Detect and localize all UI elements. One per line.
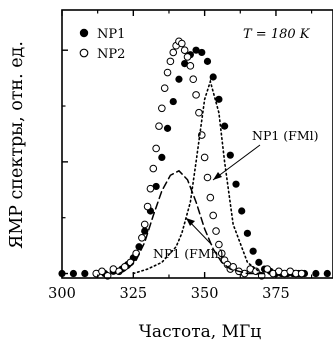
legend-np1-label: NP1 [97,27,125,42]
series-np2-point [169,48,178,57]
series-np2-point [297,269,306,278]
series-np2-point [263,265,272,273]
annotation-fml-arrow [212,144,261,181]
annotation-fml-arrowhead [213,172,222,180]
series-np1-point [141,227,149,235]
series-np2-point [152,144,160,153]
series-np1-point [192,46,200,54]
x-tick-label-325: 325 [119,286,147,302]
series-np2-point [215,240,223,249]
series-np1-point [255,258,263,266]
series-np2-point [200,153,209,162]
series-np1-point [209,73,217,81]
series-np1-point [312,269,320,278]
series-np2-point [186,62,195,70]
series-np1-point [175,75,183,83]
series-np1-point [69,269,78,278]
series-np2-point [155,122,163,130]
series-np2-point [206,193,215,202]
series-np2-point [212,227,220,235]
series-np2-point [203,173,212,182]
series-np1-point [221,122,229,130]
series-np2-point [160,84,169,92]
series-np2-point [195,108,203,117]
series-np1-fmh-curve [132,78,263,275]
series-np2-point [98,267,106,276]
series-np2-point [149,164,158,173]
series-np1-point [163,124,172,132]
series-np1-point [238,207,246,215]
legend: NP1 NP2 [79,27,125,62]
series-np1-fml-curve [118,169,269,275]
series-np2-point [180,46,189,55]
legend-np2-marker [79,48,89,58]
x-tick-label-375: 375 [262,286,290,302]
series-np2-point [209,211,217,220]
plot-frame [61,9,333,279]
series-np1-point [181,60,189,68]
series-np2-point [120,263,129,271]
series-np1-point [158,153,166,161]
series-np2-point [178,39,186,48]
series-np2-point [192,91,200,99]
series-np1-point [323,269,331,278]
temperature-label: T = 180 K [243,27,311,42]
series-np1-point [152,182,160,191]
x-axis-label: Частота, МГц [139,322,261,342]
annotation-fmh-arrowhead [186,218,195,226]
series-np1-point [169,97,177,106]
series-np1-point [203,57,212,65]
series-np1-point [232,180,240,188]
series-np2-point [146,184,155,193]
legend-np2-label: NP2 [97,47,125,62]
series-np1-point [215,95,223,103]
series-np1-point [226,151,234,159]
y-axis-label: ЯМР спектры, отн. ед. [7,41,27,249]
series-np2-point [166,57,175,66]
series-np1-point [249,247,257,255]
legend-np1-marker [79,28,89,38]
annotation-fml: NP1 (FMl) [252,128,319,143]
x-tick-label-300: 300 [48,286,76,302]
series-np1-point [243,229,252,237]
series-np2-point [229,263,237,271]
x-tick-label-350: 350 [191,286,219,302]
series-np2 [92,37,306,280]
series-np2-point [217,249,226,258]
annotation-fmh: NP1 (FMh) [153,246,224,261]
series-np2-point [140,220,149,229]
series-np2-point [138,234,146,242]
series-np1-point [81,269,89,278]
series-np2-point [163,68,172,77]
series-np1-point [135,243,143,251]
series-np1-point [198,48,206,57]
axis-ticks: 300 325 350 375 [48,10,313,302]
series-np2-point [183,53,192,61]
series-np2-point [189,75,198,84]
plot-data [58,37,331,280]
series-np2-point [158,104,166,113]
series-np2-point [143,202,152,211]
annotations: NP1 (FMl) NP1 (FMh) [153,128,319,261]
